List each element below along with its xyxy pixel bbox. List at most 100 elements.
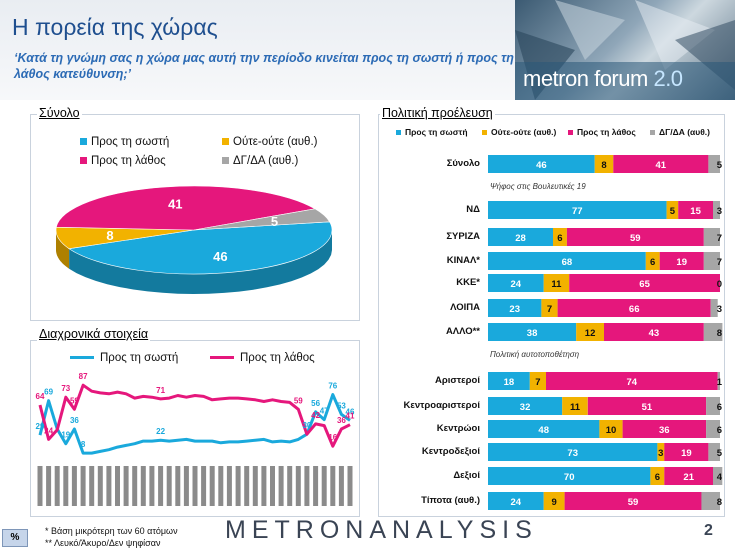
bar-data-label: 18 xyxy=(504,377,515,388)
footnote-small-base: * Βάση μικρότερη των 60 ατόμων xyxy=(45,526,178,536)
bar-segment xyxy=(678,201,713,219)
bar-segment xyxy=(488,443,658,461)
bar-data-label: 43 xyxy=(649,328,660,339)
bar-data-label: 7 xyxy=(717,233,722,244)
x-tick-label xyxy=(261,466,267,506)
bar-data-label: 4 xyxy=(717,472,723,483)
trend-legend-right: Προς τη σωστή xyxy=(70,352,178,364)
bar-data-label: 70 xyxy=(564,472,575,483)
bar-segment xyxy=(650,467,665,485)
bar-segment xyxy=(622,420,707,438)
bar-segment xyxy=(576,323,604,341)
row-label: ΛΟΙΠΑ xyxy=(450,302,480,313)
bar-data-label: 48 xyxy=(538,425,549,436)
political-bar-chart: 46 8 41 577 5 15 328 6 59 768 6 19 724 11 65 023 7 66 338 1… xyxy=(488,155,723,510)
header-photo: metron forum 2.0 xyxy=(515,0,735,100)
row-label: ΚΚΕ* xyxy=(456,277,480,288)
bar-data-label: 7 xyxy=(547,304,552,315)
legend-swatch xyxy=(80,138,87,146)
x-tick-label xyxy=(80,466,86,506)
pie-legend-neutral: Ούτε-ούτε (αυθ.) xyxy=(222,136,317,148)
brand-logo: METRONANALYSIS xyxy=(225,516,538,544)
pol-legend-dk: ΔΓ/ΔΑ (αυθ.) xyxy=(650,127,710,137)
bar-data-label: 8 xyxy=(717,328,722,339)
bar-segment xyxy=(488,155,595,173)
pie-data-label: 41 xyxy=(168,196,182,211)
line-data-label: 22 xyxy=(156,427,165,436)
x-tick-label xyxy=(106,466,112,506)
bar-segment xyxy=(708,443,720,461)
bar-segment xyxy=(488,201,667,219)
bar-segment xyxy=(701,492,720,510)
bar-data-label: 24 xyxy=(511,279,522,290)
pie-legend-dk: ΔΓ/ΔΑ (αυθ.) xyxy=(222,155,298,167)
row-label: Δεξιοί xyxy=(453,470,480,481)
x-tick-label xyxy=(313,466,319,506)
legend-label: Προς τη λάθος xyxy=(240,352,315,364)
bar-segment xyxy=(566,228,704,246)
bar-segment xyxy=(708,155,720,173)
bar-segment xyxy=(557,299,711,317)
legend-swatch xyxy=(650,130,655,136)
bar-data-label: 11 xyxy=(551,279,562,290)
line-data-label: 46 xyxy=(346,407,355,416)
bar-data-label: 10 xyxy=(606,425,617,436)
bar-data-label: 8 xyxy=(601,160,606,171)
bar-segment xyxy=(543,274,570,292)
bar-data-label: 66 xyxy=(629,304,640,315)
bar-segment xyxy=(488,467,651,485)
bar-segment xyxy=(594,155,614,173)
forum-logo: metron forum 2.0 xyxy=(523,66,683,92)
bar-segment xyxy=(587,397,707,415)
bar-data-label: 9 xyxy=(551,497,556,508)
x-tick-label xyxy=(89,466,95,506)
bar-data-label: 77 xyxy=(572,206,583,217)
bar-data-label: 6 xyxy=(557,233,562,244)
bar-data-label: 12 xyxy=(585,328,596,339)
legend-label: Προς τη λάθος xyxy=(91,155,166,167)
bar-data-label: 6 xyxy=(650,257,655,268)
legend-line xyxy=(210,356,234,360)
bar-segment xyxy=(488,299,542,317)
x-tick-label xyxy=(63,466,69,506)
page-subtitle: ‘Κατά τη γνώμη σας η χώρα μας αυτή την π… xyxy=(14,51,514,81)
legend-label: ΔΓ/ΔΑ (αυθ.) xyxy=(233,155,299,167)
bar-data-label: 15 xyxy=(690,206,701,217)
x-tick-label xyxy=(270,466,275,506)
x-tick-label xyxy=(304,466,310,506)
pie-slice xyxy=(55,185,316,231)
x-tick-label xyxy=(123,466,129,506)
row-label: Αριστεροί xyxy=(435,375,480,386)
bar-segment xyxy=(546,372,718,390)
bar-data-label: 8 xyxy=(717,497,722,508)
legend-label: Ούτε-ούτε (αυθ.) xyxy=(233,136,318,148)
line-data-label: 19 xyxy=(61,431,70,440)
logo-text-main: metron forum xyxy=(523,66,648,91)
row-label: Κεντροδεξιοί xyxy=(421,446,480,457)
bar-data-label: 24 xyxy=(511,497,522,508)
line-data-label: 16 xyxy=(328,433,337,442)
legend-line xyxy=(70,356,94,360)
photo-shapes xyxy=(515,0,735,100)
bar-segment xyxy=(613,155,709,173)
x-tick-label xyxy=(175,466,181,506)
legend-label: Προς τη λάθος xyxy=(577,127,636,137)
x-tick-label xyxy=(71,466,77,506)
line-data-label: 69 xyxy=(44,388,53,397)
row-label: Κεντροαριστεροί xyxy=(403,400,481,411)
bar-segment xyxy=(488,228,553,246)
x-tick-label xyxy=(158,466,164,506)
legend-swatch xyxy=(568,130,573,136)
legend-label: ΔΓ/ΔΑ (αυθ.) xyxy=(659,127,710,137)
line-data-label: 76 xyxy=(328,382,337,391)
bar-data-label: 59 xyxy=(628,497,639,508)
x-tick-label xyxy=(235,466,241,506)
bar-segment xyxy=(713,201,720,219)
bar-data-label: 36 xyxy=(659,425,670,436)
pie-slice xyxy=(68,221,333,275)
pol-legend-neutral: Ούτε-ούτε (αυθ.) xyxy=(482,127,556,137)
line-data-label: 87 xyxy=(79,372,88,381)
bar-segment xyxy=(666,201,679,219)
legend-label: Προς τη σωστή xyxy=(100,352,179,364)
pie-panel-title: Σύνολο xyxy=(37,106,82,120)
